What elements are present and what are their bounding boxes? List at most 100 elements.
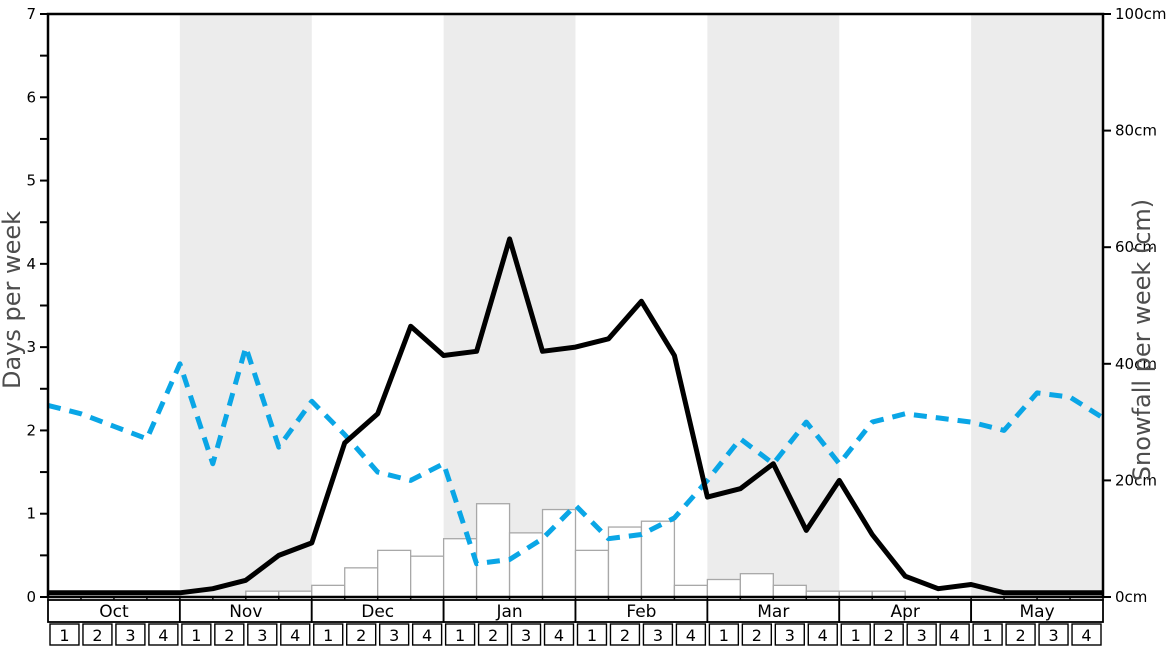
week-label: 3 [521,626,531,645]
snowfall-bar-week-19 [640,520,676,598]
week-label: 1 [191,626,201,645]
week-cell [1071,623,1102,646]
snowfall-bar-week-9 [311,584,346,598]
month-label-jan: Jan [495,602,522,622]
month-band-may [971,14,1103,597]
month-label-may: May [1019,602,1054,622]
week-label: 4 [686,626,696,645]
week-label: 3 [257,626,267,645]
month-shading-bands [179,14,1103,597]
left-axis-tick-label: 3 [26,338,36,356]
week-label: 1 [455,626,465,645]
week-label: 4 [554,626,564,645]
week-cell [444,623,476,646]
month-band-jan [443,14,576,597]
blue-dashed-line [47,344,1105,567]
week-label: 2 [488,626,498,645]
week-label: 1 [719,626,729,645]
week-cell [510,623,542,646]
week-cell [972,623,1003,646]
month-label-nov: Nov [229,602,262,622]
week-label: 4 [950,626,960,645]
week-cell [477,623,509,646]
snowfall-bar-week-11 [377,549,412,598]
week-label: 1 [983,626,993,645]
right-axis-tick-label: 20cm [1115,471,1157,489]
right-axis-tick-label: 0cm [1115,588,1147,606]
month-band-nov [179,14,312,597]
week-label: 2 [356,626,366,645]
week-cell [1005,623,1036,646]
week-cell [214,623,245,646]
week-label: 3 [785,626,795,645]
week-label: 4 [290,626,300,645]
week-cell [741,623,773,646]
week-cell [774,623,805,646]
week-label: 4 [158,626,168,645]
week-cell [247,623,278,646]
week-label: 2 [620,626,630,645]
week-label: 3 [125,626,135,645]
right-axis-tick-label: 80cm [1115,122,1157,140]
month-label-dec: Dec [361,602,394,622]
week-cell [906,623,937,646]
left-axis-tick-label: 2 [26,421,36,439]
month-label-feb: Feb [626,602,656,622]
left-axis-tick-label: 4 [26,255,36,273]
week-cell [411,623,443,646]
week-cell [346,623,377,646]
week-label: 3 [653,626,663,645]
week-cell [82,623,113,646]
snowfall-bar-week-20 [673,584,709,598]
week-cell [642,623,674,646]
week-cell [378,623,410,646]
left-axis-tick-label: 6 [26,88,36,106]
right-axis-tick-label: 40cm [1115,355,1157,373]
left-axis-label: Days per week [0,211,26,389]
month-week-table: Oct 1 2 3 4 Nov 1 2 3 4 Dec 1 2 3 4 Jan 1 2 3 4 Feb 1 2 3 4 Mar 1 2… [47,599,1104,646]
week-label: 2 [92,626,102,645]
snowfall-bar-week-13 [442,538,478,598]
week-label: 1 [59,626,69,645]
week-cell [1038,623,1069,646]
snowfall-bar-week-17 [574,549,610,598]
snowfall-bar-week-21 [706,578,741,598]
week-cell [280,623,311,646]
week-cell [576,623,608,646]
right-axis-tick-label: 100cm [1115,5,1167,23]
week-label: 2 [224,626,234,645]
left-axis-tick-label: 1 [26,505,36,523]
snowfall-bar-week-23 [772,584,807,598]
snowfall-bar-week-16 [541,508,577,598]
week-label: 2 [1015,626,1025,645]
week-label: 3 [389,626,399,645]
week-cell [148,623,179,646]
week-label: 1 [587,626,597,645]
week-cell [675,623,707,646]
week-label: 3 [1048,626,1058,645]
week-cell [115,623,146,646]
month-label-oct: Oct [99,602,129,622]
left-axis-tick-label: 0 [26,588,36,606]
month-label-apr: Apr [890,602,919,622]
week-cell [840,623,871,646]
left-axis-tick-label: 5 [26,172,36,190]
data-lines [47,236,1105,596]
week-cell [609,623,641,646]
week-cell [939,623,970,646]
week-cell [708,623,740,646]
week-label: 2 [884,626,894,645]
week-label: 3 [917,626,927,645]
snowfall-bar-week-22 [739,573,774,598]
week-label: 1 [851,626,861,645]
week-cell [49,623,80,646]
week-cell [807,623,838,646]
week-cell [313,623,344,646]
snowfall-bar-week-12 [410,555,445,598]
week-label: 1 [323,626,333,645]
week-cell [181,623,212,646]
month-band-mar [707,14,840,597]
right-axis-label: Snowfall per week (cm) [1128,199,1156,481]
